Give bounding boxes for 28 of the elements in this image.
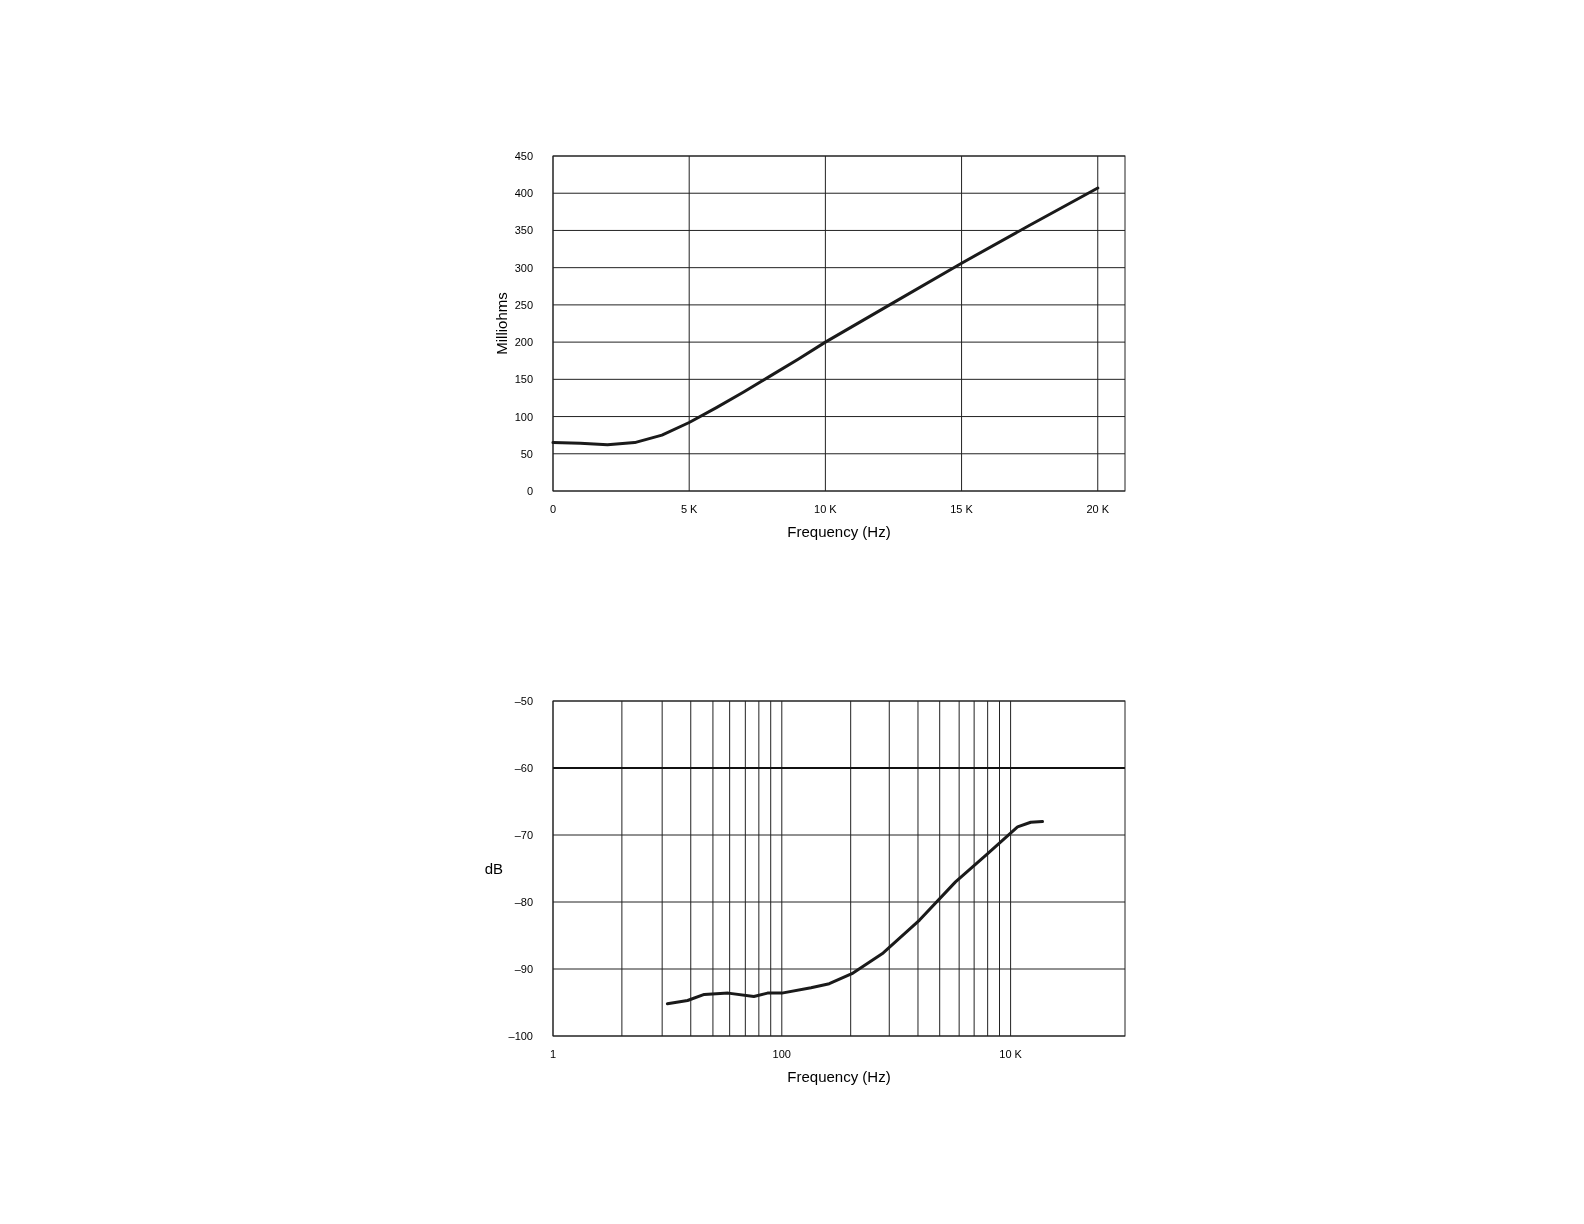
y-tick-label: 150 xyxy=(514,373,533,386)
x-axis-title: Frequency (Hz) xyxy=(787,523,891,540)
y-tick-label: 300 xyxy=(514,261,533,274)
y-tick-label: 200 xyxy=(514,336,533,349)
y-tick-label: –90 xyxy=(514,963,533,975)
x-tick-label: 0 xyxy=(549,503,557,515)
x-tick-label: 5 K xyxy=(680,503,699,515)
y-tick-label: –70 xyxy=(514,829,533,841)
y-tick-label: –60 xyxy=(514,762,533,774)
x-tick-label: 20 K xyxy=(1086,503,1110,515)
y-tick-label: –50 xyxy=(514,695,533,707)
y-tick-label: 400 xyxy=(514,187,533,200)
x-axis-title: Frequency (Hz) xyxy=(787,1068,891,1085)
y-tick-label: 100 xyxy=(514,410,533,423)
y-tick-label: –80 xyxy=(514,896,533,908)
x-tick-label: 15 K xyxy=(950,503,974,515)
y-tick-label: 350 xyxy=(514,224,533,237)
y-axis-title: dB xyxy=(484,859,503,877)
y-tick-label: 450 xyxy=(514,150,533,162)
x-tick-label: 100 xyxy=(772,1048,791,1060)
x-tick-label: 10 K xyxy=(999,1048,1023,1060)
y-tick-label: –100 xyxy=(508,1030,533,1042)
y-tick-label: 0 xyxy=(526,485,533,497)
x-tick-label: 1 xyxy=(549,1048,557,1060)
x-tick-label: 10 K xyxy=(814,503,838,515)
y-tick-label: 250 xyxy=(514,298,533,311)
y-axis-title: Milliohms xyxy=(493,292,510,355)
y-tick-label: 50 xyxy=(520,447,533,460)
